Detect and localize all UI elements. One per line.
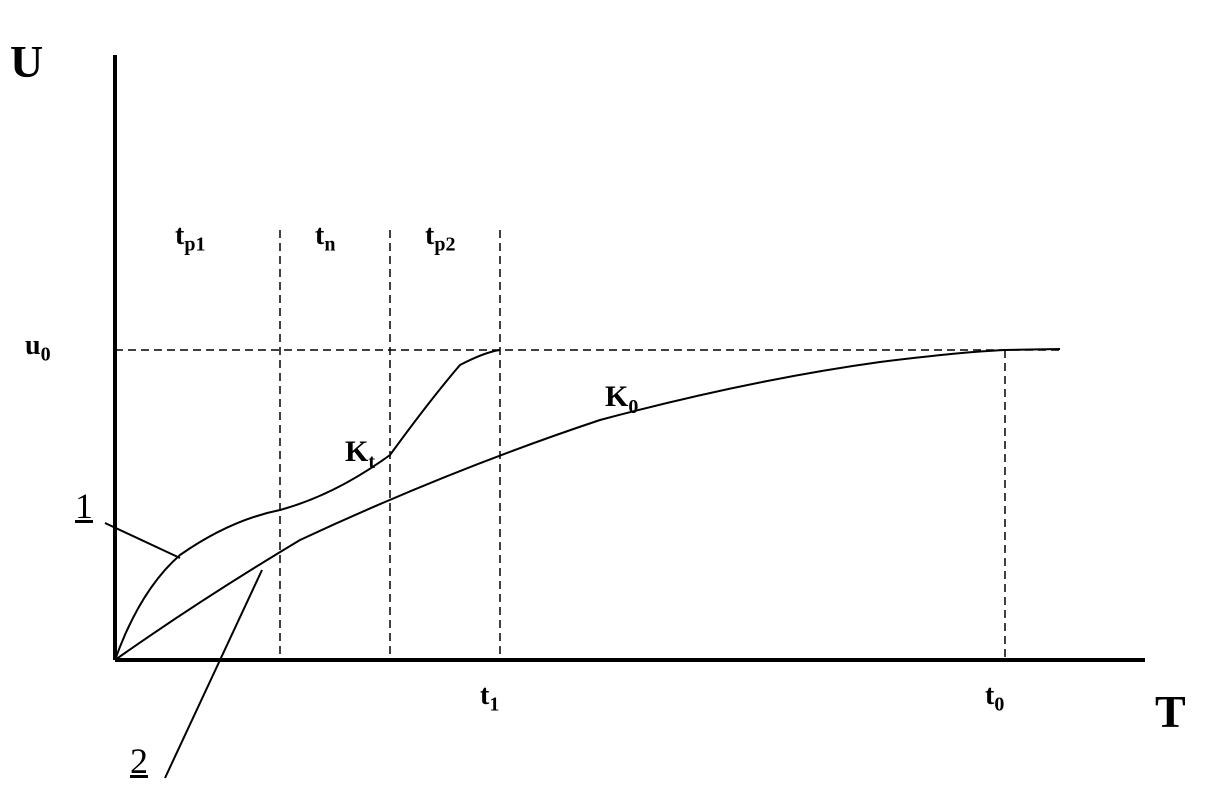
t0-label: t0 <box>985 680 1004 717</box>
curve-1 <box>115 350 500 660</box>
tp1-label: tp1 <box>175 220 205 257</box>
callout-1-label: 1 <box>75 485 93 527</box>
K0-label: K0 <box>605 380 638 419</box>
x-axis-label: T <box>1155 685 1186 738</box>
callout-2-label: 2 <box>130 740 148 782</box>
u0-label: u0 <box>25 330 51 367</box>
t1-label: t1 <box>480 680 499 717</box>
Kt-sub: t <box>368 451 375 473</box>
tn-text: t <box>315 220 324 251</box>
t1-text: t <box>480 680 489 711</box>
tn-sub: n <box>324 234 335 256</box>
tp1-text: t <box>175 220 184 251</box>
tp1-sub: p1 <box>184 234 205 256</box>
tp2-sub: p2 <box>434 234 455 256</box>
u0-text: u <box>25 330 41 361</box>
tp2-text: t <box>425 220 434 251</box>
Kt-text: K <box>345 435 368 468</box>
t0-sub: 0 <box>994 694 1004 716</box>
u0-sub: 0 <box>41 344 51 366</box>
t0-text: t <box>985 680 994 711</box>
y-axis-label: U <box>10 35 43 88</box>
tn-label: tn <box>315 220 335 257</box>
curve-2 <box>115 349 1060 660</box>
Kt-label: Kt <box>345 435 375 474</box>
K0-sub: 0 <box>628 396 638 418</box>
chart-container: U T u0 tp1 tn tp2 t1 t0 Kt K0 1 2 <box>0 0 1227 794</box>
t1-sub: 1 <box>489 694 499 716</box>
K0-text: K <box>605 380 628 413</box>
tp2-label: tp2 <box>425 220 455 257</box>
callout-2-leader <box>165 570 262 778</box>
